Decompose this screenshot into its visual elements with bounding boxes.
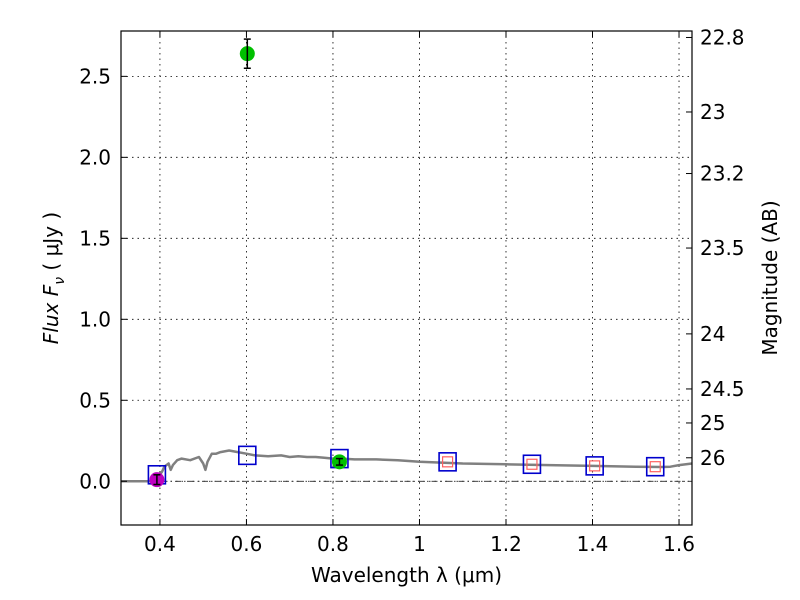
y-tick-label: 1.5 — [79, 226, 111, 250]
x-tick-label: 1 — [413, 532, 426, 556]
model-photometry-marker — [645, 456, 665, 477]
x-tick-label: 0.4 — [144, 532, 176, 556]
ticks: 0.4 0.6 0.8 1 1.2 1.4 1.6 0.0 0.5 1.0 1.5 2.0 2.5 22.… — [79, 25, 744, 556]
y2-tick-label: 23.5 — [700, 236, 745, 260]
x-tick-label: 1.6 — [663, 532, 695, 556]
y2-tick-label: 25 — [700, 411, 725, 435]
x-tick-label: 0.6 — [231, 532, 263, 556]
y2-tick-label: 23 — [700, 100, 725, 124]
y-axis-title-unit: ( μJy ) — [39, 212, 63, 277]
model-photometry-marker — [238, 445, 257, 466]
x-tick-label: 1.2 — [490, 532, 522, 556]
plot-frame — [120, 30, 693, 526]
series — [121, 38, 693, 488]
y-axis-title: Flux Fν ( μJy ) — [39, 212, 68, 344]
y2-tick-label: 26 — [700, 446, 725, 470]
x-axis-title: Wavelength λ (μm) — [311, 563, 502, 587]
upper-limit-marker — [649, 461, 661, 473]
model-photometry-marker — [585, 456, 604, 476]
upper-limit-marker — [526, 458, 538, 470]
y2-tick-label: 24.5 — [700, 377, 745, 401]
y-tick-label: 0.0 — [79, 469, 111, 493]
y2-tick-label: 22.8 — [700, 25, 745, 49]
x-tick-label: 0.8 — [317, 532, 349, 556]
upper-limit-marker — [441, 456, 454, 468]
y2-axis-title: Magnitude (AB) — [758, 200, 782, 355]
y-tick-label: 1.0 — [79, 307, 111, 331]
y-tick-label: 2.0 — [79, 145, 111, 169]
upper-limit-marker — [589, 460, 601, 472]
y-tick-label: 2.5 — [79, 64, 111, 88]
model-photometry-marker — [522, 454, 542, 475]
y-axis-title-subscript: ν — [52, 277, 68, 285]
model-photometry-marker — [438, 452, 457, 472]
y2-tick-label: 24 — [700, 322, 725, 346]
y-axis-title-main: Flux F — [39, 284, 63, 344]
y2-tick-label: 23.2 — [700, 162, 745, 186]
y-tick-label: 0.5 — [79, 388, 111, 412]
x-tick-label: 1.4 — [577, 532, 609, 556]
